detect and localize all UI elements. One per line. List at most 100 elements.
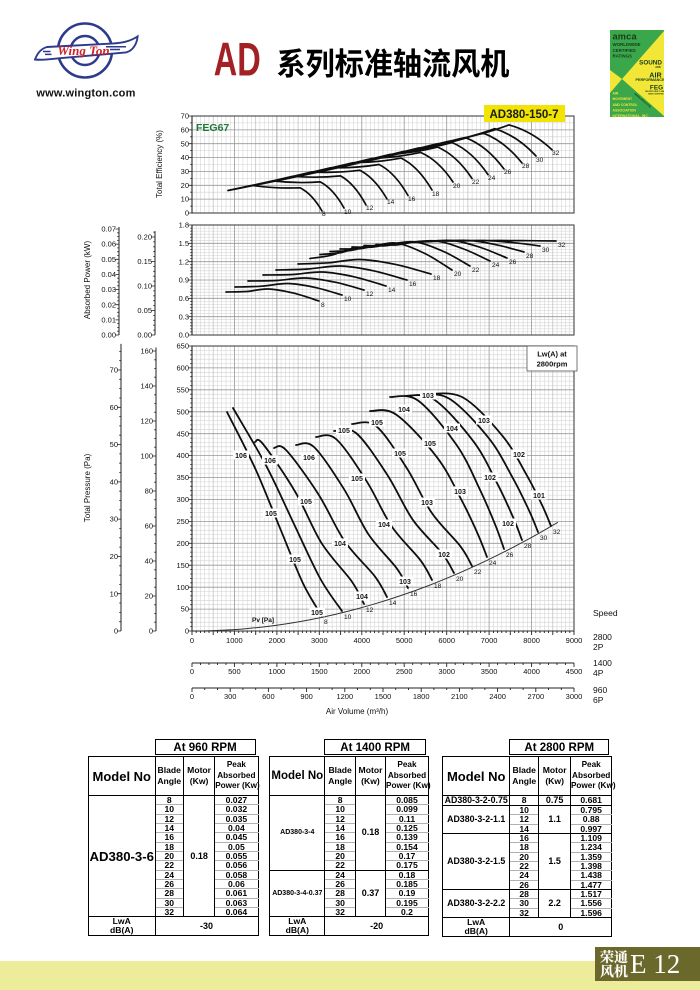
svg-text:350: 350 [176, 473, 189, 482]
svg-text:14: 14 [389, 600, 397, 607]
svg-text:Total Pressure (Pa): Total Pressure (Pa) [83, 453, 92, 522]
svg-text:10: 10 [344, 296, 352, 303]
svg-text:2400: 2400 [489, 692, 506, 701]
svg-text:SOUND: SOUND [639, 60, 662, 67]
svg-text:6000: 6000 [438, 636, 455, 645]
svg-text:102: 102 [438, 552, 450, 559]
svg-text:28: 28 [526, 253, 534, 260]
svg-text:8: 8 [321, 302, 325, 309]
svg-text:Air Volume (m³/h): Air Volume (m³/h) [326, 707, 389, 716]
svg-text:104: 104 [334, 541, 346, 548]
svg-text:150: 150 [176, 561, 189, 570]
svg-text:4500: 4500 [566, 667, 583, 676]
svg-text:18: 18 [433, 275, 441, 282]
svg-text:1.2: 1.2 [179, 257, 189, 266]
svg-text:102: 102 [502, 521, 514, 528]
svg-text:20: 20 [181, 181, 189, 190]
svg-text:0: 0 [114, 627, 118, 636]
svg-text:32: 32 [553, 529, 561, 536]
svg-text:1.5: 1.5 [179, 239, 189, 248]
svg-text:106: 106 [235, 453, 247, 460]
svg-text:0.00: 0.00 [137, 331, 152, 340]
svg-text:40: 40 [110, 478, 118, 487]
svg-text:8: 8 [322, 211, 326, 218]
svg-text:3000: 3000 [566, 692, 583, 701]
svg-text:INTERNATIONAL, INC.: INTERNATIONAL, INC. [613, 114, 649, 117]
svg-text:140: 140 [140, 382, 153, 391]
svg-text:0.10: 0.10 [137, 282, 152, 291]
svg-text:10: 10 [181, 195, 189, 204]
svg-text:50: 50 [181, 139, 189, 148]
svg-text:1400: 1400 [593, 658, 612, 668]
svg-text:300: 300 [176, 495, 189, 504]
svg-text:120: 120 [140, 417, 153, 426]
svg-text:1200: 1200 [336, 692, 353, 701]
svg-text:1500: 1500 [311, 667, 328, 676]
svg-text:12: 12 [366, 205, 374, 212]
svg-text:960: 960 [593, 685, 607, 695]
svg-text:Speed: Speed [593, 608, 618, 618]
svg-text:60: 60 [181, 126, 189, 135]
svg-text:0.6: 0.6 [179, 294, 189, 303]
svg-text:0: 0 [190, 667, 194, 676]
svg-text:18: 18 [434, 583, 442, 590]
svg-text:WORLDWIDE: WORLDWIDE [613, 42, 641, 47]
svg-text:30: 30 [110, 515, 118, 524]
svg-text:0: 0 [149, 627, 153, 636]
svg-text:5000: 5000 [396, 636, 413, 645]
svg-text:0.01: 0.01 [101, 316, 116, 325]
svg-text:2800: 2800 [593, 632, 612, 642]
svg-text:104: 104 [378, 522, 390, 529]
svg-text:105: 105 [311, 610, 323, 617]
svg-text:103: 103 [422, 393, 434, 400]
svg-text:106: 106 [264, 458, 276, 465]
svg-text:500: 500 [176, 407, 189, 416]
svg-text:0.02: 0.02 [101, 300, 116, 309]
svg-text:500: 500 [228, 667, 241, 676]
svg-text:100: 100 [140, 452, 153, 461]
svg-text:AIR: AIR [649, 70, 662, 79]
svg-text:28: 28 [524, 543, 532, 550]
svg-text:105: 105 [371, 420, 383, 427]
svg-text:102: 102 [513, 452, 525, 459]
svg-text:AND: AND [655, 65, 661, 69]
svg-text:AD380-150-7: AD380-150-7 [489, 109, 558, 121]
svg-text:4P: 4P [593, 668, 604, 678]
svg-text:3000: 3000 [311, 636, 328, 645]
svg-text:16: 16 [410, 591, 418, 598]
svg-text:0: 0 [185, 627, 189, 636]
svg-text:10: 10 [344, 209, 352, 216]
svg-text:0.0: 0.0 [179, 331, 189, 340]
svg-text:1800: 1800 [413, 692, 430, 701]
svg-text:2000: 2000 [269, 636, 286, 645]
svg-text:600: 600 [262, 692, 275, 701]
svg-text:200: 200 [176, 539, 189, 548]
svg-text:8: 8 [324, 619, 328, 626]
svg-text:16: 16 [408, 196, 416, 203]
svg-text:1000: 1000 [226, 636, 243, 645]
svg-text:1.8: 1.8 [179, 221, 189, 230]
svg-text:104: 104 [356, 594, 368, 601]
svg-text:900: 900 [300, 692, 313, 701]
svg-text:AD: AD [214, 32, 261, 86]
svg-text:300: 300 [224, 692, 237, 701]
svg-text:32: 32 [552, 150, 560, 157]
svg-text:2100: 2100 [451, 692, 468, 701]
svg-text:FEG: FEG [650, 85, 663, 92]
svg-text:102: 102 [484, 475, 496, 482]
svg-text:Lw(A) at: Lw(A) at [537, 350, 567, 359]
svg-text:0: 0 [190, 636, 194, 645]
svg-text:30: 30 [181, 167, 189, 176]
svg-text:9000: 9000 [566, 636, 583, 645]
svg-text:0.9: 0.9 [179, 276, 189, 285]
svg-text:60: 60 [145, 522, 153, 531]
svg-text:0: 0 [185, 209, 189, 218]
svg-text:22: 22 [472, 179, 480, 186]
svg-text:amca: amca [613, 32, 638, 42]
svg-text:2500: 2500 [396, 667, 413, 676]
svg-text:www.wington.com: www.wington.com [35, 88, 135, 100]
svg-text:28: 28 [522, 163, 530, 170]
svg-text:105: 105 [265, 511, 277, 518]
svg-text:7000: 7000 [481, 636, 498, 645]
svg-text:1500: 1500 [375, 692, 392, 701]
